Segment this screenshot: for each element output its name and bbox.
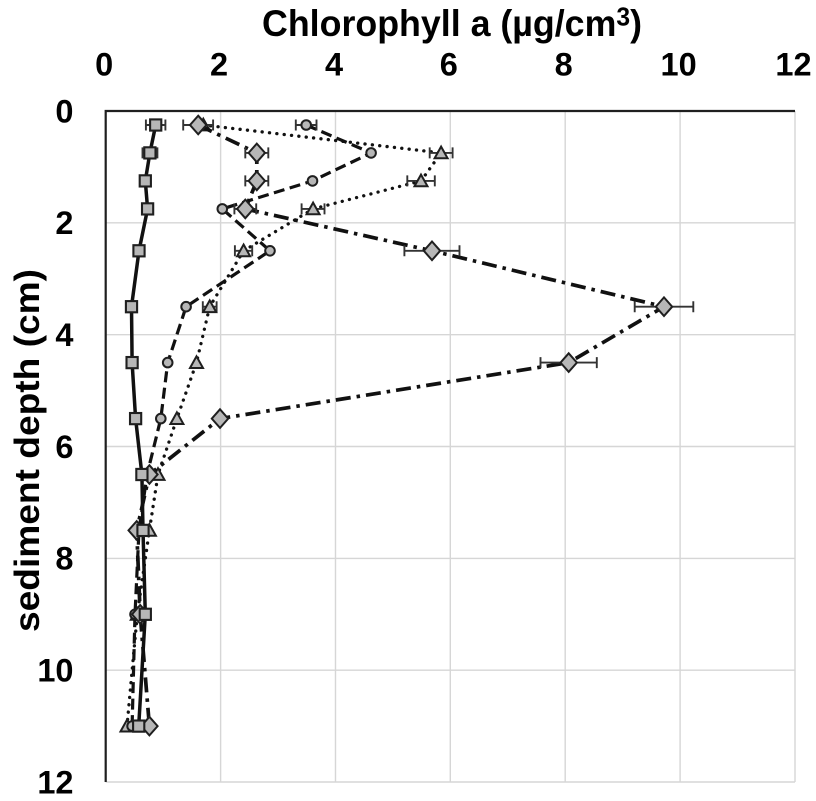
svg-text:12: 12 — [37, 764, 73, 796]
svg-text:6: 6 — [440, 47, 458, 83]
svg-text:0: 0 — [95, 47, 113, 83]
svg-text:12: 12 — [775, 47, 811, 83]
svg-text:6: 6 — [55, 429, 73, 465]
svg-text:8: 8 — [555, 47, 573, 83]
svg-text:4: 4 — [55, 317, 73, 353]
svg-text:10: 10 — [37, 653, 73, 689]
svg-text:4: 4 — [325, 47, 343, 83]
svg-text:0: 0 — [55, 93, 73, 129]
svg-text:8: 8 — [55, 541, 73, 577]
svg-text:Chlorophyll a (µg/cm3): Chlorophyll a (µg/cm3) — [262, 3, 642, 44]
svg-text:2: 2 — [55, 205, 73, 241]
svg-text:10: 10 — [661, 47, 697, 83]
svg-text:sediment depth (cm): sediment depth (cm) — [7, 269, 47, 632]
svg-text:2: 2 — [210, 47, 228, 83]
